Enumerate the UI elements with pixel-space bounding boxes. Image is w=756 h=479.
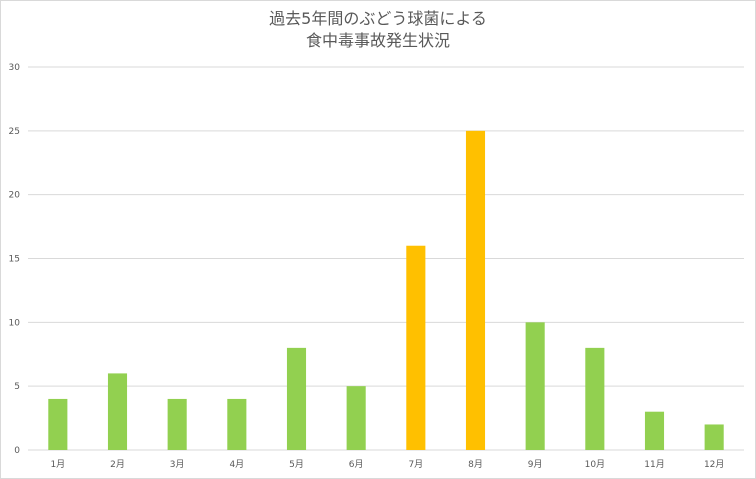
y-tick-label-20: 20 (9, 191, 21, 201)
bar-3 (167, 398, 187, 450)
y-tick-label-30: 30 (9, 63, 21, 73)
bar-5 (286, 347, 307, 450)
bar-2 (107, 373, 128, 450)
bar-1 (48, 398, 68, 450)
x-tick-label-5: 5月 (289, 459, 304, 470)
bar-8 (465, 130, 486, 451)
x-tick-label-9: 9月 (528, 459, 543, 470)
bar-4 (227, 398, 247, 450)
y-axis-ticks: 0 5 10 15 20 25 30 (9, 63, 21, 456)
x-tick-label-3: 3月 (170, 459, 185, 470)
bar-9 (525, 322, 545, 450)
x-axis-ticks: 1月 2月 3月 4月 5月 6月 7月 8月 9月 10月 11月 12月 (50, 459, 724, 470)
x-tick-label-4: 4月 (229, 459, 244, 470)
chart-title-line-2: 食中毒事故発生状況 (305, 31, 450, 50)
x-tick-label-7: 7月 (408, 459, 423, 470)
bar-10 (585, 347, 605, 450)
y-tick-label-15: 15 (9, 255, 20, 265)
x-tick-label-8: 8月 (468, 459, 483, 470)
bar-6 (346, 386, 366, 450)
y-tick-label-5: 5 (14, 382, 20, 392)
gridlines (28, 66, 744, 451)
y-tick-label-10: 10 (9, 318, 21, 328)
x-tick-label-6: 6月 (349, 459, 364, 470)
x-tick-label-10: 10月 (585, 459, 605, 470)
chart-title-line-1: 過去5年間のぶどう球菌による (269, 9, 487, 28)
bar-12 (704, 424, 724, 450)
y-tick-label-0: 0 (14, 446, 20, 456)
bar-7 (406, 245, 426, 450)
x-tick-label-11: 11月 (644, 459, 664, 470)
chart-title: 過去5年間のぶどう球菌による 食中毒事故発生状況 (0, 8, 756, 52)
bar-11 (644, 411, 665, 450)
x-tick-label-2: 2月 (110, 459, 125, 470)
x-tick-label-1: 1月 (50, 459, 65, 470)
y-tick-label-25: 25 (9, 127, 20, 137)
bars (48, 130, 724, 451)
x-tick-label-12: 12月 (704, 459, 724, 470)
